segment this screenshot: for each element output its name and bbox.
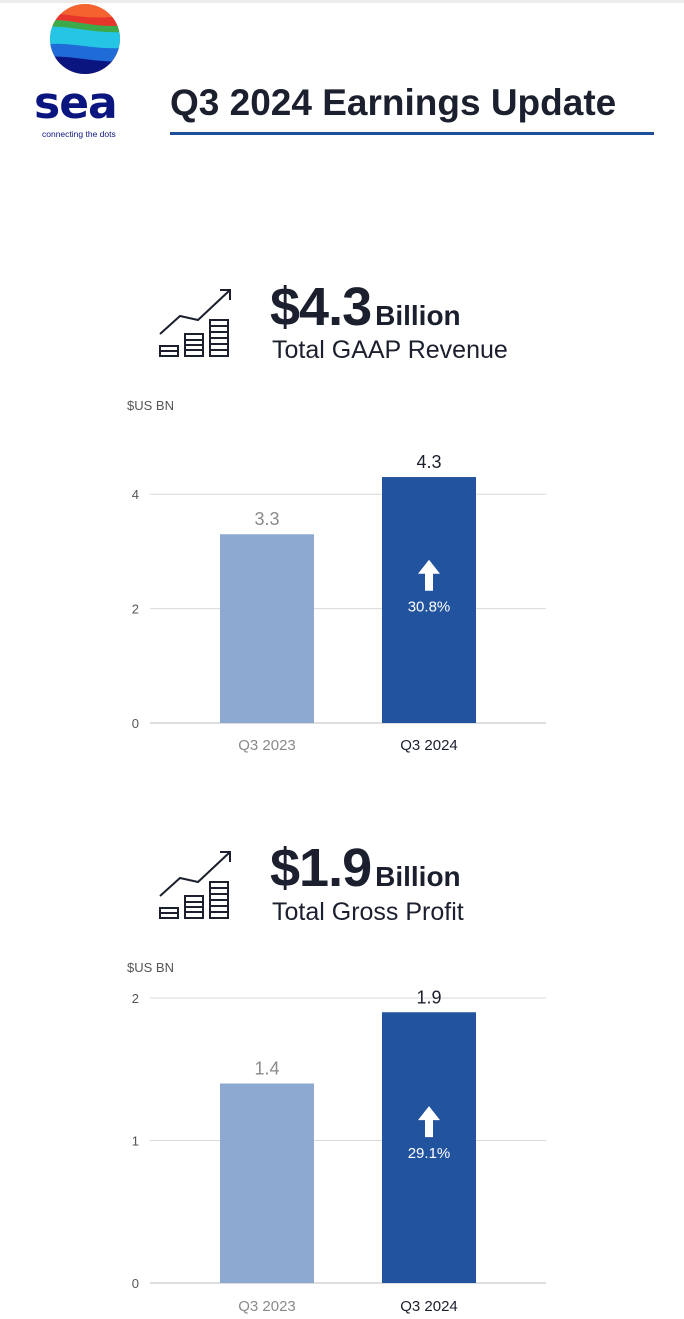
y-tick-label: 4 — [132, 487, 139, 502]
revenue-chart: $US BN 0 2 4 3.3 Q3 2023 4.3 Q3 2024 30.8% — [0, 392, 684, 762]
y-tick-label: 2 — [132, 991, 139, 1006]
y-tick-label: 2 — [132, 602, 139, 617]
bar-value-label: 4.3 — [416, 452, 441, 472]
brand-name: sea — [34, 78, 118, 129]
x-tick-label: Q3 2024 — [400, 737, 458, 754]
x-tick-label: Q3 2024 — [400, 1298, 458, 1315]
up-arrow-icon — [418, 1106, 440, 1138]
y-axis-label: $US BN — [127, 960, 174, 975]
growth-chart-icon — [159, 851, 231, 919]
sea-globe-icon — [50, 4, 120, 74]
x-tick-label: Q3 2023 — [238, 737, 296, 754]
growth-label: 30.8% — [408, 599, 451, 616]
kpi-gross-profit-unit: Billion — [375, 861, 461, 892]
y-axis-label: $US BN — [127, 398, 174, 413]
kpi-gross-profit-amount: $1.9 — [270, 838, 372, 898]
y-tick-label: 1 — [132, 1134, 139, 1149]
revenue-chart-svg: $US BN 0 2 4 3.3 Q3 2023 4.3 Q3 2024 30.8% — [127, 398, 546, 754]
kpi-gross-profit-value: $1.9 Billion — [270, 837, 461, 899]
sea-logo: sea connecting the dots — [28, 2, 138, 142]
bar-current — [382, 1012, 476, 1283]
bar-value-label: 1.4 — [254, 1059, 279, 1079]
bar-value-label: 3.3 — [254, 509, 279, 529]
bar-current — [382, 477, 476, 723]
up-arrow-icon — [418, 559, 440, 591]
x-tick-label: Q3 2023 — [238, 1298, 296, 1315]
kpi-revenue-amount: $4.3 — [270, 277, 372, 337]
y-tick-label: 0 — [132, 716, 139, 731]
bar-value-label: 1.9 — [416, 987, 441, 1007]
kpi-revenue-label: Total GAAP Revenue — [272, 336, 508, 364]
kpi-gross-profit-label: Total Gross Profit — [272, 898, 464, 926]
growth-label: 29.1% — [408, 1145, 451, 1162]
bar-prior — [220, 534, 314, 723]
page-title: Q3 2024 Earnings Update — [170, 82, 617, 123]
growth-chart-icon — [159, 289, 231, 357]
bar-prior — [220, 1083, 314, 1283]
kpi-revenue-unit: Billion — [375, 300, 461, 331]
title-underline — [170, 132, 654, 135]
kpi-revenue-value: $4.3 Billion — [270, 276, 461, 338]
gross-profit-chart: $US BN 0 1 2 1.4 Q3 2023 1.9 Q3 2024 29.1% — [0, 954, 684, 1319]
gross-profit-chart-svg: $US BN 0 1 2 1.4 Q3 2023 1.9 Q3 2024 29.1% — [127, 960, 546, 1315]
top-border — [0, 0, 684, 3]
brand-tagline: connecting the dots — [42, 129, 116, 139]
y-tick-label: 0 — [132, 1276, 139, 1291]
